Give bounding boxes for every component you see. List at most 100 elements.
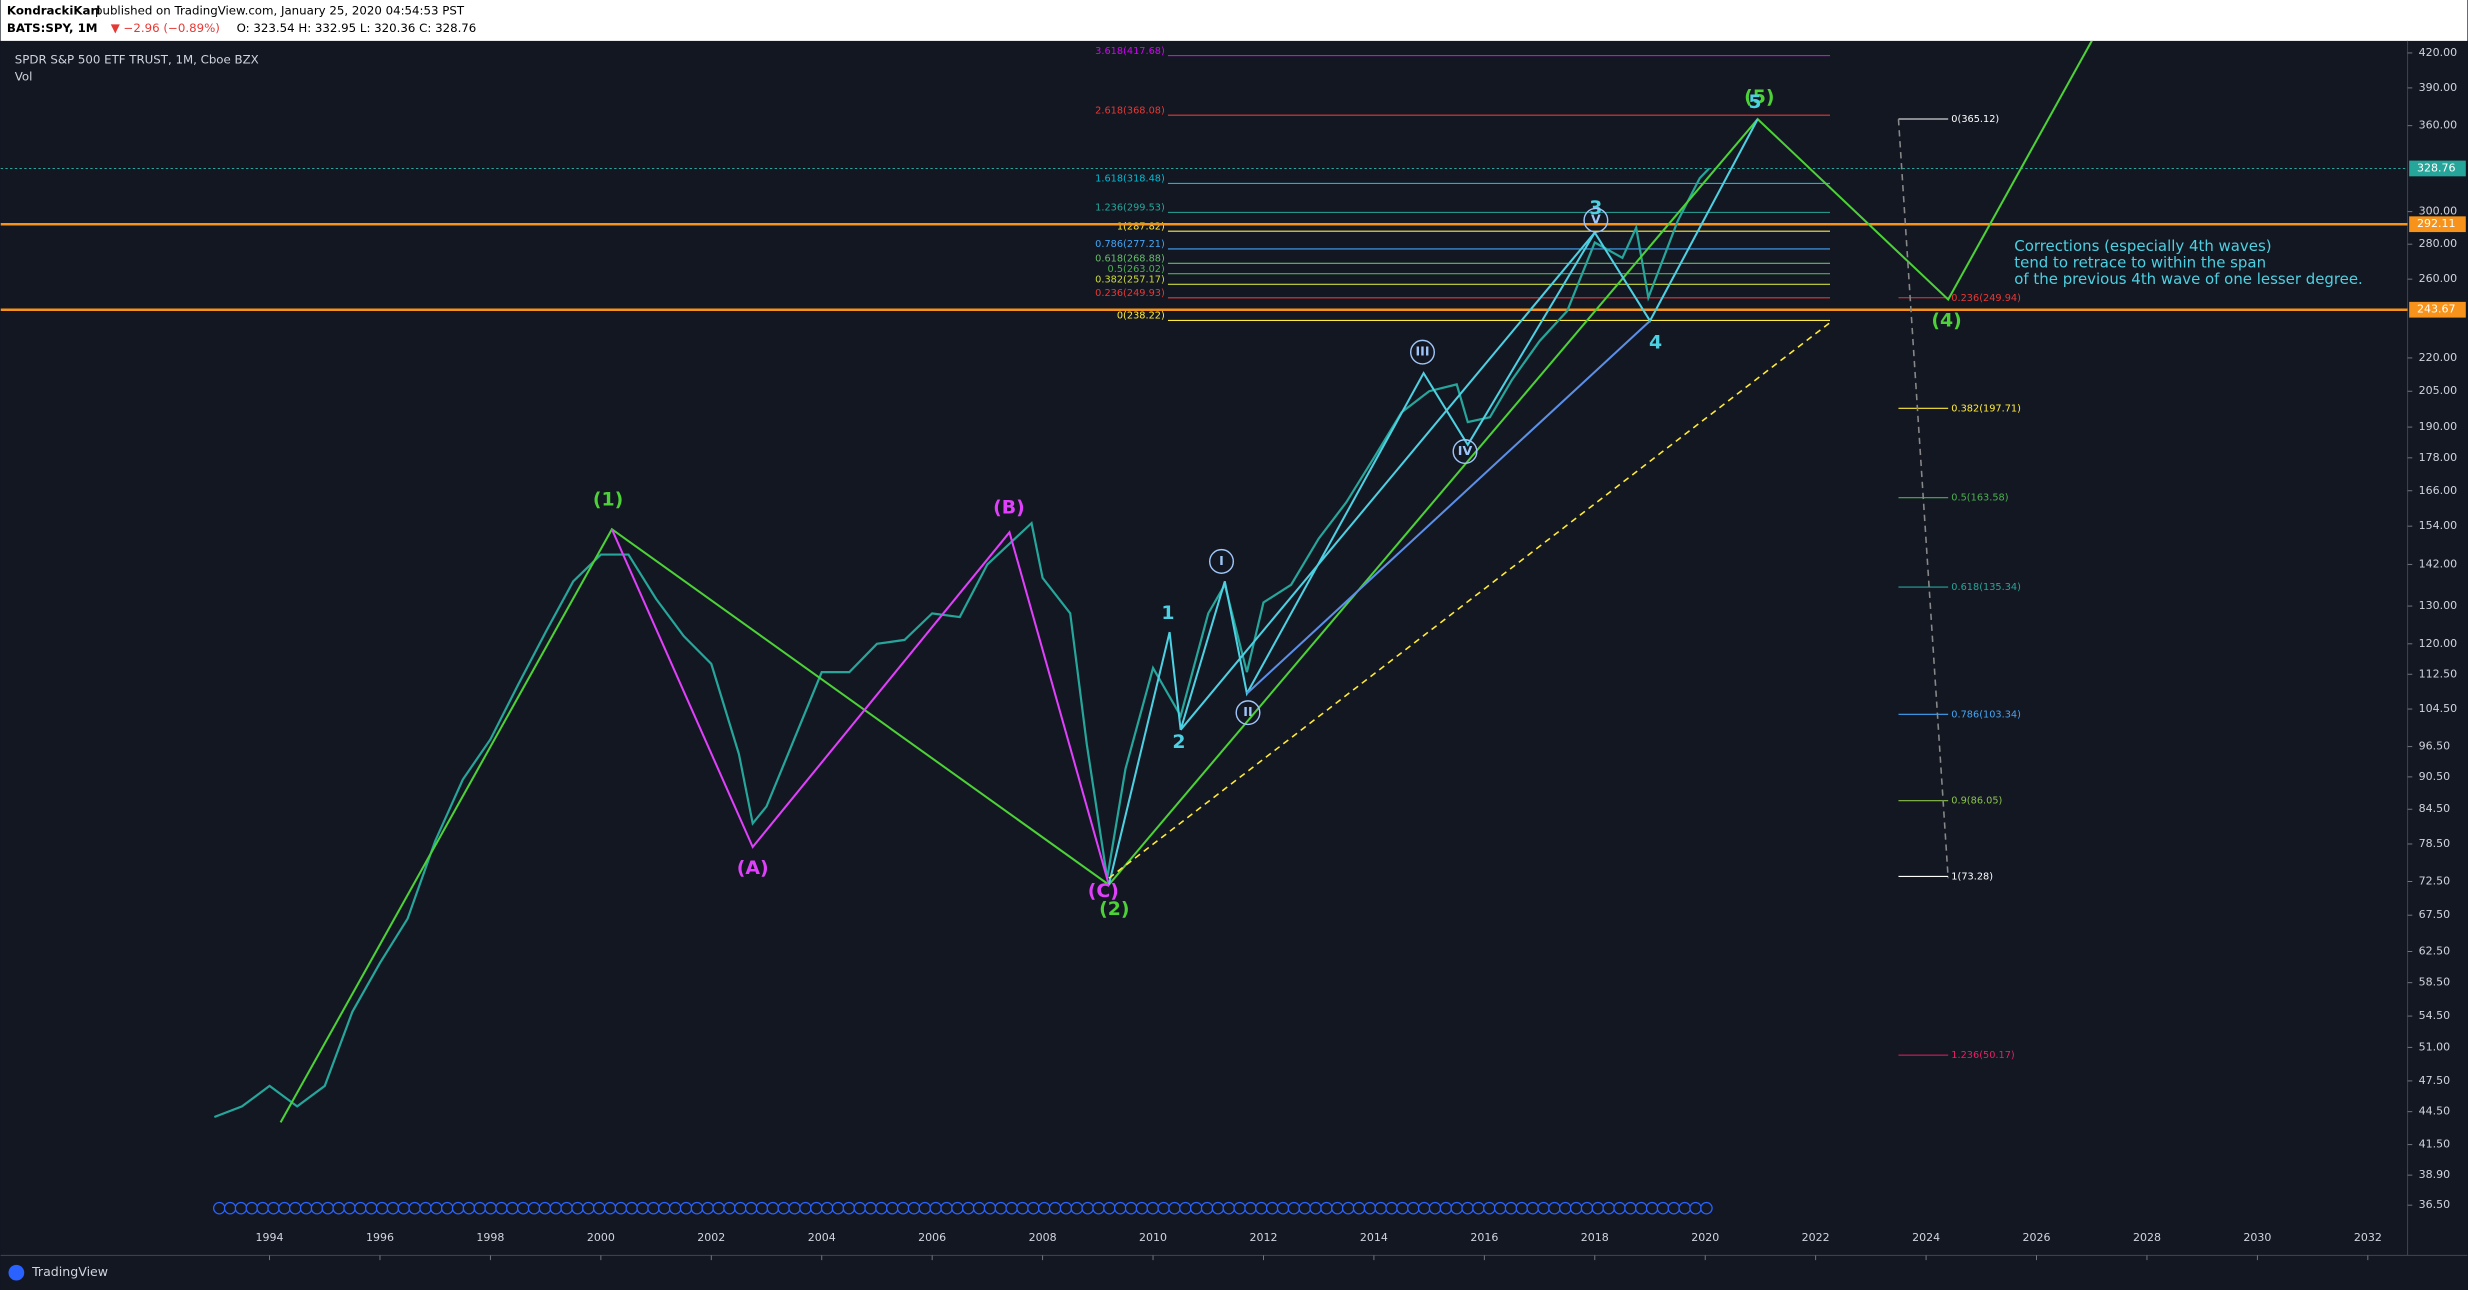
dividend-icon bbox=[506, 1201, 519, 1215]
wave-drawing bbox=[1179, 231, 1596, 731]
dividend-icon bbox=[1341, 1201, 1355, 1215]
dividend-icon bbox=[1092, 1201, 1105, 1215]
dividend-icon bbox=[310, 1201, 324, 1215]
y-tick-label: 142.00 bbox=[2419, 557, 2458, 570]
price-marker-box bbox=[2409, 216, 2466, 233]
dividend-icon bbox=[972, 1201, 986, 1215]
dividend-icon bbox=[1037, 1201, 1051, 1215]
fib-label: 1.618(318.48) bbox=[1095, 174, 1165, 185]
dividend-icon bbox=[1667, 1201, 1681, 1215]
x-tick-label: 2012 bbox=[1249, 1231, 1277, 1244]
annotation: of the previous 4th wave of one lesser d… bbox=[2014, 270, 2363, 288]
dividend-icon bbox=[918, 1201, 932, 1215]
wave-label: III bbox=[1415, 344, 1429, 359]
y-tick-label: 420.00 bbox=[2419, 46, 2458, 59]
y-tick-label: 62.50 bbox=[2419, 944, 2451, 957]
y-tick-label: 112.50 bbox=[2419, 667, 2458, 680]
wave-label: (1) bbox=[593, 489, 623, 511]
dividend-icon bbox=[1407, 1201, 1420, 1215]
dividend-icon bbox=[1548, 1201, 1561, 1215]
y-tick-label: 190.00 bbox=[2419, 420, 2458, 433]
dividend-icon bbox=[1678, 1201, 1692, 1215]
volume-label: Vol bbox=[15, 70, 33, 84]
dividend-icon bbox=[1179, 1201, 1192, 1215]
wave-drawing bbox=[1108, 320, 1833, 879]
dividend-icon bbox=[430, 1201, 443, 1215]
fib-label: 0.786(277.21) bbox=[1095, 239, 1165, 250]
dividend-icon bbox=[1233, 1201, 1246, 1215]
dividend-icon bbox=[332, 1201, 346, 1215]
dividend-icon bbox=[668, 1201, 682, 1215]
dividend-icon bbox=[1320, 1201, 1333, 1215]
symbol: BATS:SPY, 1M bbox=[7, 21, 98, 35]
y-tick-label: 300.00 bbox=[2419, 205, 2458, 218]
dividend-icon bbox=[701, 1201, 715, 1215]
x-tick-label: 2002 bbox=[697, 1231, 725, 1244]
dividend-icon bbox=[679, 1201, 693, 1215]
dividend-icon bbox=[234, 1201, 248, 1215]
annotation: tend to retrace to within the span bbox=[2014, 254, 2266, 272]
dividend-icon bbox=[592, 1201, 606, 1215]
dividend-icon bbox=[820, 1201, 834, 1215]
wave-label: (A) bbox=[737, 857, 769, 879]
dividend-icon bbox=[766, 1201, 780, 1215]
dividend-icon bbox=[723, 1201, 736, 1215]
dividend-icon bbox=[245, 1201, 259, 1215]
dividend-icon bbox=[864, 1201, 877, 1215]
dividend-icon bbox=[625, 1201, 639, 1215]
wave-label: (2) bbox=[1099, 898, 1129, 920]
dividend-icon bbox=[1168, 1201, 1181, 1215]
dividend-icon bbox=[1070, 1201, 1084, 1215]
dividend-icon bbox=[1493, 1201, 1507, 1215]
dividend-icon bbox=[886, 1201, 899, 1215]
dividend-icon bbox=[896, 1201, 910, 1215]
fib-label: 3.618(417.68) bbox=[1095, 46, 1165, 57]
fib-label: 0.618(135.34) bbox=[1951, 582, 2021, 593]
dividend-icon bbox=[853, 1201, 867, 1215]
dividend-icon bbox=[983, 1201, 997, 1215]
price-marker-box bbox=[2409, 160, 2466, 177]
dividend-icon bbox=[1450, 1201, 1464, 1215]
header-bar bbox=[0, 0, 2468, 41]
dividend-icon bbox=[582, 1201, 595, 1215]
y-tick-label: 67.50 bbox=[2419, 908, 2451, 921]
dividend-icon bbox=[321, 1201, 335, 1215]
dividend-icon bbox=[744, 1201, 758, 1215]
y-tick-label: 84.50 bbox=[2419, 802, 2451, 815]
dividend-icon bbox=[712, 1201, 725, 1215]
footer-brand: TradingView bbox=[31, 1264, 108, 1279]
dividend-icon bbox=[1613, 1201, 1626, 1215]
dividend-icon bbox=[538, 1201, 552, 1215]
x-tick-label: 2004 bbox=[808, 1231, 836, 1244]
fib-label: 1(287.82) bbox=[1117, 221, 1165, 232]
dividend-icon bbox=[810, 1201, 823, 1215]
dividend-icon bbox=[278, 1201, 291, 1215]
dividend-icon bbox=[831, 1201, 845, 1215]
dividend-icon bbox=[1331, 1201, 1344, 1215]
price-marker-box bbox=[2409, 301, 2466, 318]
annotation: Corrections (especially 4th waves) bbox=[2014, 237, 2271, 255]
wave-label: 4 bbox=[1649, 332, 1662, 354]
dividend-icon bbox=[1374, 1201, 1388, 1215]
dividend-icon bbox=[299, 1201, 313, 1215]
dividend-icon bbox=[907, 1201, 921, 1215]
y-tick-label: 58.50 bbox=[2419, 976, 2451, 989]
wave-drawing bbox=[1246, 320, 1651, 695]
dividend-icon bbox=[495, 1201, 508, 1215]
chart-title: SPDR S&P 500 ETF TRUST, 1M, Cboe BZX bbox=[15, 52, 259, 66]
y-tick-label: 104.50 bbox=[2419, 702, 2458, 715]
dividend-icon bbox=[1200, 1201, 1214, 1215]
wave-label: (4) bbox=[1931, 309, 1961, 331]
dividend-icon bbox=[1645, 1201, 1659, 1215]
dividend-icon bbox=[560, 1201, 573, 1215]
y-tick-label: 130.00 bbox=[2419, 599, 2458, 612]
x-tick-label: 2022 bbox=[1802, 1231, 1830, 1244]
dividend-icon bbox=[267, 1201, 280, 1215]
x-tick-label: 2006 bbox=[918, 1231, 946, 1244]
wave-label: I bbox=[1219, 553, 1224, 568]
dividend-icon bbox=[408, 1201, 421, 1215]
dividend-icon bbox=[1439, 1201, 1453, 1215]
dividend-icon bbox=[777, 1201, 791, 1215]
dividend-icon bbox=[1211, 1201, 1225, 1215]
plot: 3.618(417.68) 2.618(368.08) 1.618(318.48) 1… bbox=[0, 40, 2408, 1215]
